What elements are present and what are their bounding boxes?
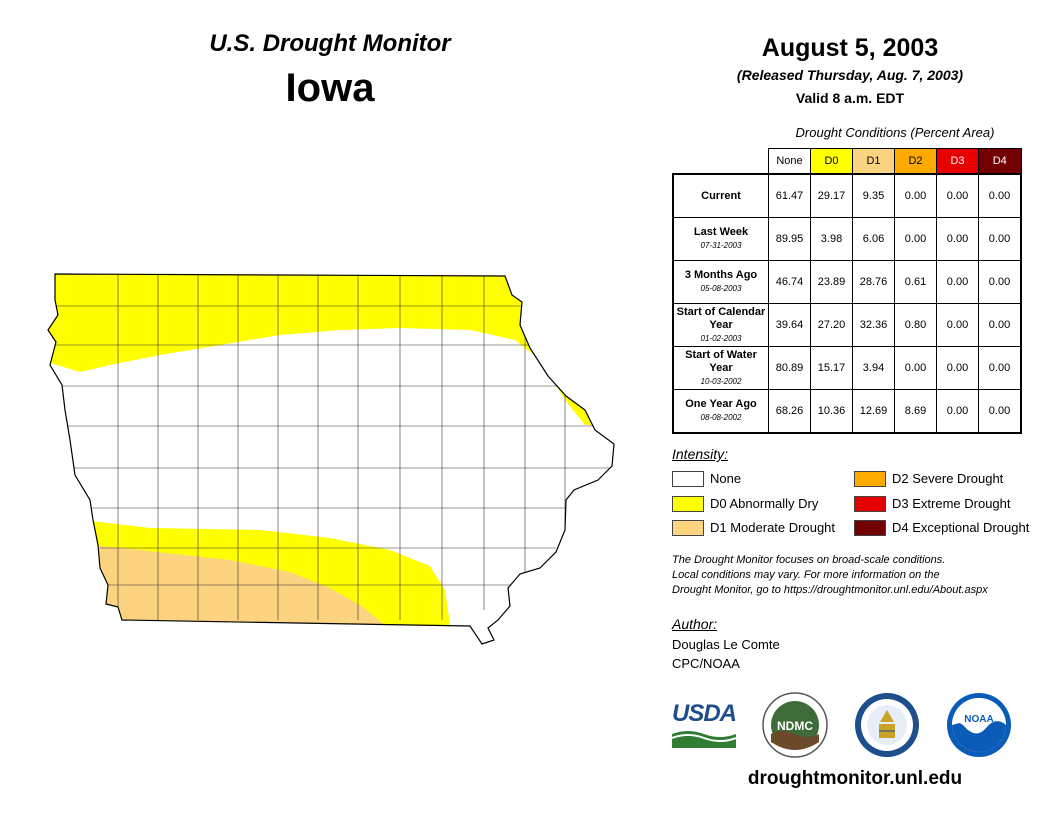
legend-label: D0 Abnormally Dry: [710, 496, 819, 511]
row-date: 05-08-2003: [700, 284, 742, 293]
table-cell: 3.94: [852, 346, 895, 390]
legend-swatch: [854, 520, 886, 536]
row-date: 10-03-2002: [700, 376, 742, 386]
noaa-logo-text: NOAA: [964, 714, 993, 725]
table-cell: 23.89: [810, 260, 853, 304]
table-caption: Drought Conditions (Percent Area): [795, 125, 995, 140]
note-line: Local conditions may vary. For more info…: [672, 569, 940, 581]
table-cell: 0.00: [936, 303, 979, 347]
table-cell: 0.00: [936, 260, 979, 304]
usda-logo-waves: [672, 731, 736, 748]
table-cell: 0.00: [894, 173, 937, 218]
row-label: One Year Ago: [685, 398, 757, 410]
col-d3: D3: [936, 148, 979, 175]
table-cell: 29.17: [810, 173, 853, 218]
legend-swatch: [854, 496, 886, 512]
col-d0: D0: [810, 148, 853, 175]
table-header-row: None D0 D1 D2 D3 D4: [673, 148, 1022, 175]
legend-label: D2 Severe Drought: [892, 471, 1004, 486]
col-d1: D1: [852, 148, 895, 175]
legend-swatch: [854, 471, 886, 487]
table-cell: 0.00: [894, 346, 937, 390]
table-cell: 27.20: [810, 303, 853, 347]
table-cell: 8.69: [894, 389, 937, 434]
state-name: Iowa: [285, 66, 375, 110]
table-row: Current 61.47 29.17 9.35 0.00 0.00 0.00: [672, 173, 1022, 218]
table-cell: 32.36: [852, 303, 895, 347]
col-d4: D4: [978, 148, 1022, 175]
legend-title: Intensity:: [672, 446, 729, 462]
row-date: 07-31-2003: [700, 241, 742, 250]
legend-label: D4 Exceptional Drought: [892, 520, 1030, 535]
d0-north-area: [48, 274, 614, 425]
table-cell: 0.00: [978, 260, 1022, 304]
table-cell: 39.64: [768, 303, 811, 347]
table-cell: 6.06: [852, 217, 895, 261]
table-cell: 0.00: [936, 389, 979, 434]
table-cell: 0.00: [978, 173, 1022, 218]
table-cell: 3.98: [810, 217, 853, 261]
table-cell: 9.35: [852, 173, 895, 218]
table-cell: 89.95: [768, 217, 811, 261]
table-cell: 0.00: [936, 173, 979, 218]
legend-swatch: [672, 496, 704, 512]
table-cell: 0.00: [936, 346, 979, 390]
ndmc-logo: NDMC: [762, 692, 828, 758]
commerce-seal-logo: [855, 693, 919, 757]
author-name: Douglas Le Comte: [672, 637, 780, 652]
table-cell: 10.36: [810, 389, 853, 434]
table-cell: 0.00: [978, 217, 1022, 261]
note-line: The Drought Monitor focuses on broad-sca…: [672, 554, 946, 566]
row-label: Start of Water Year: [685, 348, 757, 374]
table-row: 3 Months Ago 05-08-2003 46.74 23.89 28.76…: [672, 260, 1022, 304]
row-date: 01-02-2003: [700, 333, 742, 343]
ndmc-logo-text: NDMC: [777, 719, 813, 733]
table-cell: 0.00: [894, 217, 937, 261]
info-note: The Drought Monitor focuses on broad-sca…: [672, 553, 1052, 598]
table-cell: 0.61: [894, 260, 937, 304]
usda-logo: USDA: [672, 700, 737, 727]
row-label: Last Week: [693, 226, 749, 238]
valid-time: Valid 8 a.m. EDT: [795, 90, 905, 106]
row-label: 3 Months Ago: [684, 269, 758, 281]
author-heading: Author:: [672, 616, 718, 632]
legend-swatch: [672, 520, 704, 536]
table-cell: 12.69: [852, 389, 895, 434]
table-row: Start of Water Year 10-03-2002 80.89 15.1…: [672, 346, 1022, 390]
map-title: U.S. Drought Monitor: [209, 30, 451, 57]
drought-stats-table: None D0 D1 D2 D3 D4 Current 61.47 29.17 …: [672, 148, 1022, 434]
legend-label: D1 Moderate Drought: [710, 520, 836, 535]
table-cell: 0.00: [978, 389, 1022, 434]
table-cell: 28.76: [852, 260, 895, 304]
table-cell: 0.00: [978, 346, 1022, 390]
legend-label: D3 Extreme Drought: [892, 496, 1011, 511]
legend-label: None: [710, 471, 742, 486]
table-cell: 0.80: [894, 303, 937, 347]
table-cell: 61.47: [768, 173, 811, 218]
row-label: Start of Calendar Year: [676, 305, 766, 331]
iowa-drought-map: [47, 273, 615, 645]
table-row: One Year Ago 08-08-2002 68.26 10.36 12.69…: [672, 389, 1022, 434]
col-d2: D2: [894, 148, 937, 175]
table-cell: 80.89: [768, 346, 811, 390]
row-label: Current: [701, 189, 741, 202]
table-cell: 68.26: [768, 389, 811, 434]
table-cell: 15.17: [810, 346, 853, 390]
legend-swatch: [672, 471, 704, 487]
website-url[interactable]: droughtmonitor.unl.edu: [747, 768, 963, 789]
row-date: 08-08-2002: [700, 413, 742, 422]
table-cell: 0.00: [936, 217, 979, 261]
note-line: Drought Monitor, go to https://droughtmo…: [672, 584, 988, 596]
table-row: Start of Calendar Year 01-02-2003 39.64 2…: [672, 303, 1022, 347]
col-none: None: [768, 148, 811, 175]
author-org: CPC/NOAA: [672, 656, 740, 671]
table-cell: 46.74: [768, 260, 811, 304]
release-date: (Released Thursday, Aug. 7, 2003): [736, 67, 964, 83]
iowa-outline: [47, 273, 615, 645]
table-row: Last Week 07-31-2003 89.95 3.98 6.06 0.00…: [672, 217, 1022, 261]
county-lines: [55, 274, 612, 620]
noaa-logo: NOAA: [947, 693, 1011, 757]
table-cell: 0.00: [978, 303, 1022, 347]
map-date: August 5, 2003: [761, 34, 939, 62]
